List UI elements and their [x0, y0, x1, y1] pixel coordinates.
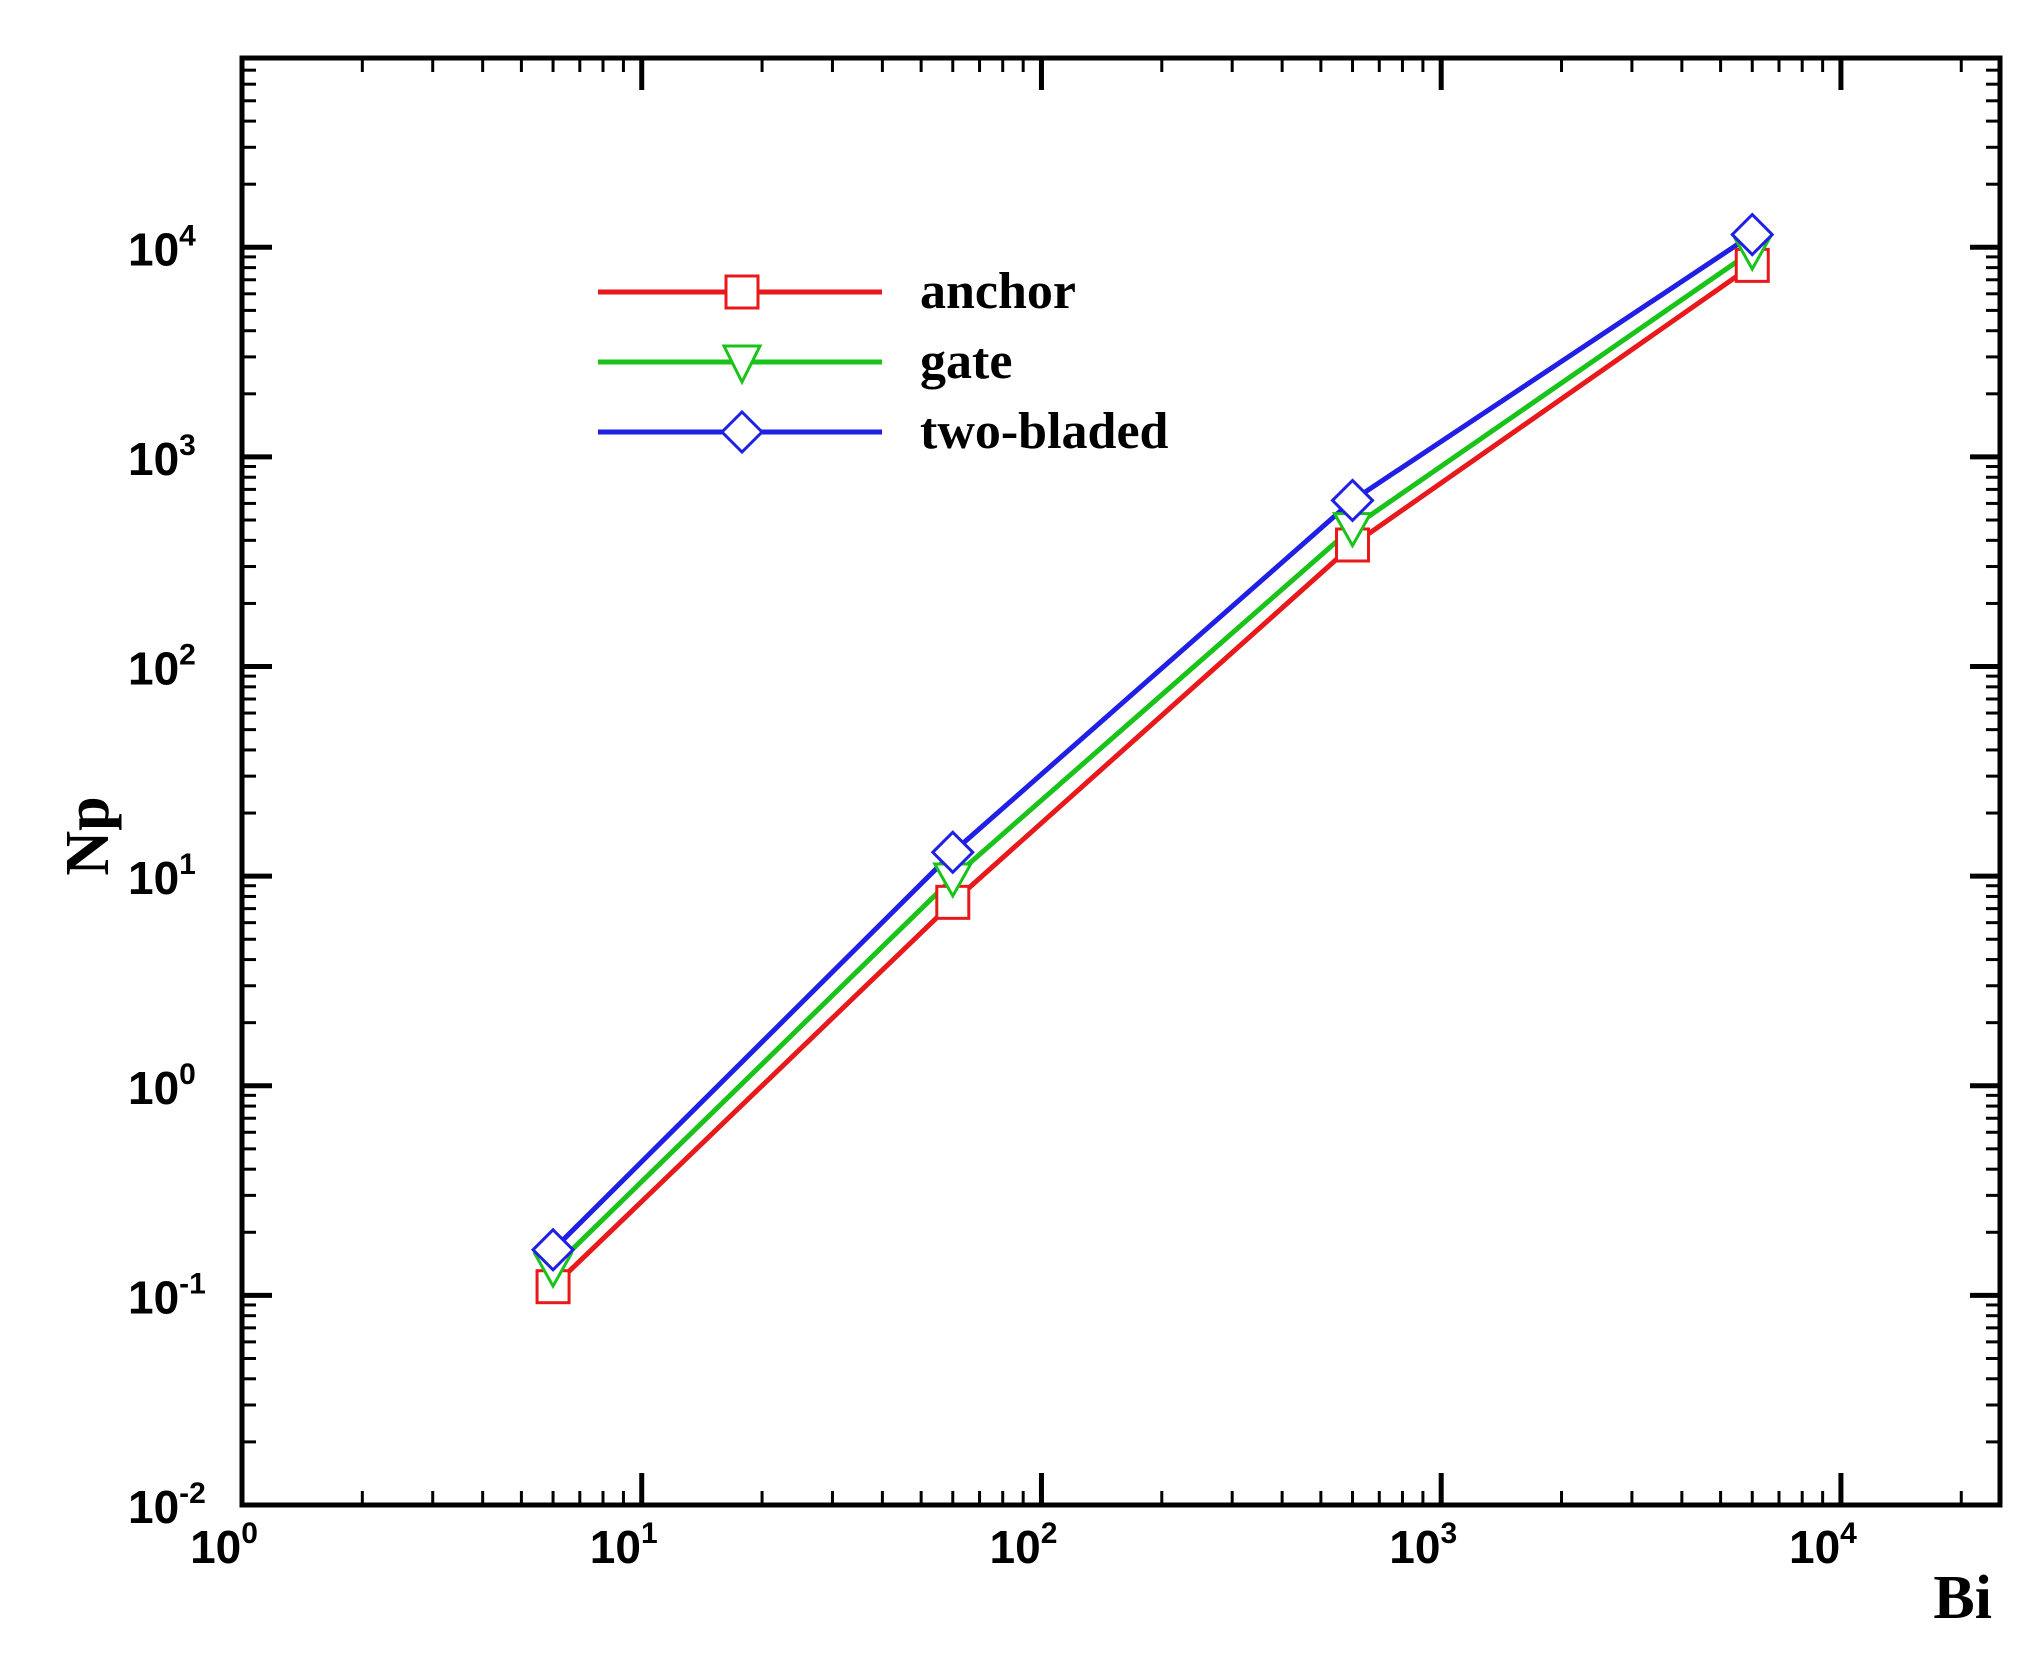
series-markers [530, 212, 1775, 1305]
series-line-two-bladed [551, 232, 1754, 1252]
x-tick-label: 101 [590, 1517, 658, 1573]
x-axis-title: Bi [1933, 1564, 1992, 1632]
y-tick-label: 10-1 [128, 1267, 206, 1323]
data-point-two-bladed [1730, 212, 1775, 257]
legend-label-two-bladed: two-bladed [920, 403, 1169, 460]
x-tick-label: 104 [1789, 1517, 1857, 1573]
series-line-anchor [551, 263, 1754, 1289]
data-point-two-bladed [1330, 478, 1375, 523]
legend-item-gate: gate [598, 333, 1012, 390]
data-point-two-bladed [930, 830, 975, 875]
y-tick-label: 100 [128, 1058, 196, 1114]
y-tick-label: 10-2 [128, 1477, 206, 1533]
y-tick-label: 101 [128, 848, 196, 904]
series-line-gate [551, 248, 1754, 1270]
x-tick-label: 103 [1389, 1517, 1457, 1573]
y-tick-labels: 10-2 10-1 100 101 102 103 104 [128, 219, 206, 1533]
legend-label-gate: gate [920, 333, 1012, 390]
x-tick-label: 100 [190, 1517, 258, 1573]
y-axis-title: Np [54, 796, 122, 875]
series-lines [551, 232, 1754, 1289]
plot-frame [239, 55, 2003, 1508]
x-tick-label: 102 [990, 1517, 1058, 1573]
legend-marker-two-bladed [719, 409, 765, 455]
legend-marker-gate [721, 344, 763, 386]
x-tick-labels: 100 101 102 103 104 [190, 1517, 1857, 1573]
y-tick-label: 102 [128, 639, 196, 695]
legend-item-two-bladed: two-bladed [598, 403, 1169, 460]
y-tick-label: 104 [128, 219, 196, 275]
data-point-two-bladed [530, 1227, 576, 1272]
legend-marker-anchor [724, 274, 760, 310]
legend-label-anchor: anchor [920, 263, 1076, 320]
legend-item-anchor: anchor [598, 263, 1076, 320]
legend: anchor gate two-bladed [598, 263, 1169, 460]
y-tick-label: 103 [128, 429, 196, 485]
